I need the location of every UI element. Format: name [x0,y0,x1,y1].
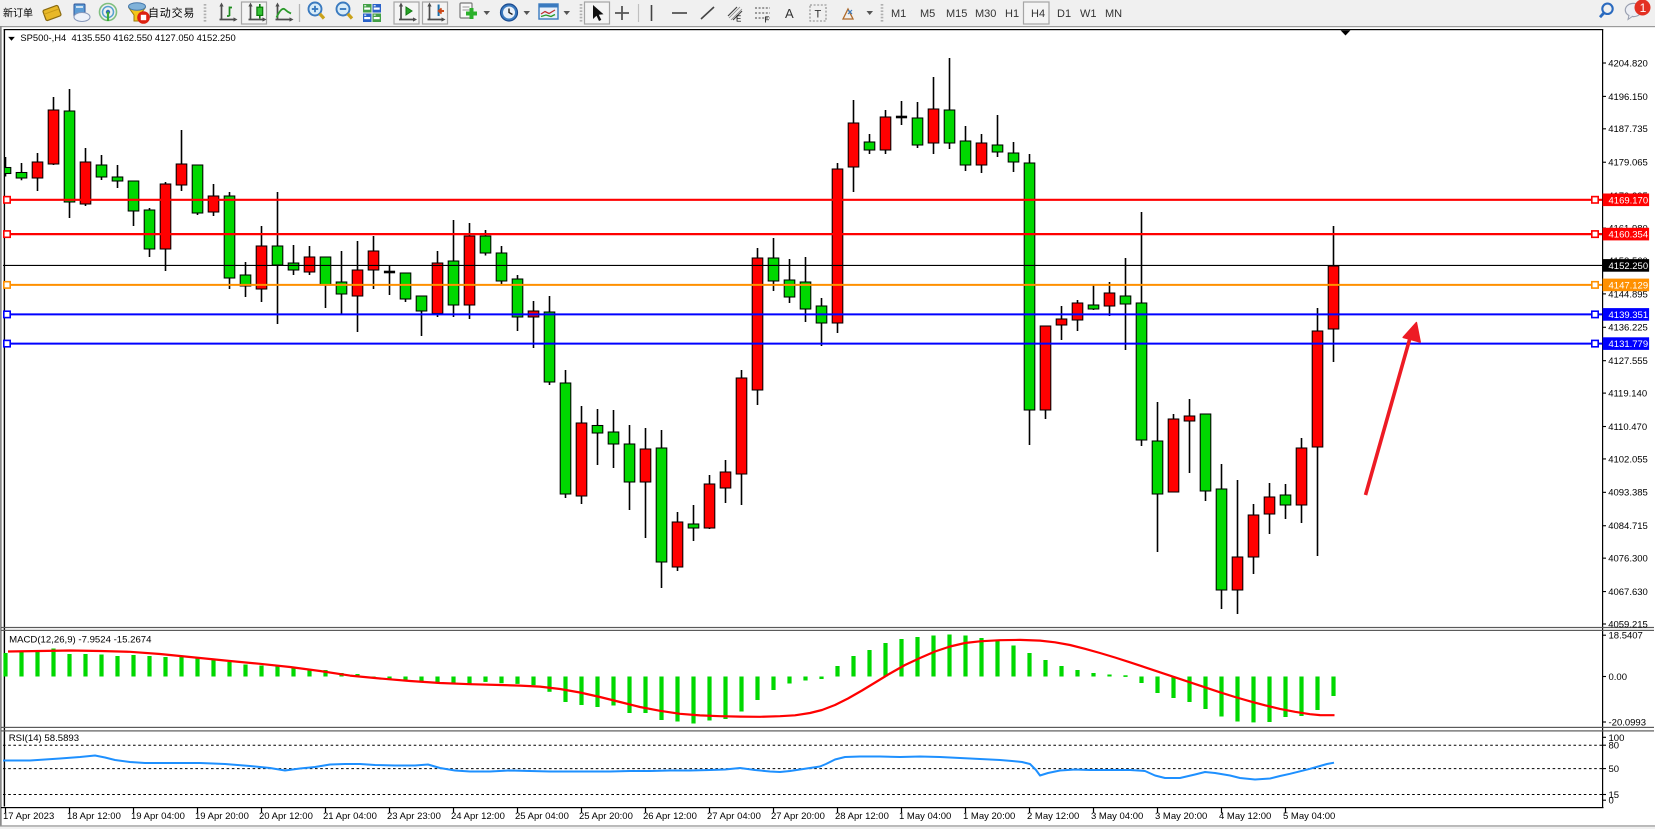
svg-text:4196.150: 4196.150 [1608,92,1648,103]
svg-text:4076.300: 4076.300 [1608,554,1648,565]
svg-text:M5: M5 [920,8,935,20]
svg-text:1 May 20:00: 1 May 20:00 [963,811,1015,822]
svg-text:M15: M15 [946,8,967,20]
svg-text:0: 0 [1609,796,1614,807]
svg-text:19 Apr 04:00: 19 Apr 04:00 [131,811,185,822]
svg-text:25 Apr 04:00: 25 Apr 04:00 [515,811,569,822]
svg-text:26 Apr 12:00: 26 Apr 12:00 [643,811,697,822]
svg-text:17 Apr 2023: 17 Apr 2023 [3,811,54,822]
svg-text:4102.055: 4102.055 [1608,454,1648,465]
svg-text:E: E [736,15,741,24]
svg-text:100: 100 [1609,733,1625,744]
svg-text:50: 50 [1609,764,1620,775]
svg-text:0.00: 0.00 [1609,672,1628,683]
svg-text:18.5407: 18.5407 [1609,631,1643,642]
svg-text:4152.250: 4152.250 [1609,261,1649,272]
svg-text:4067.630: 4067.630 [1608,587,1648,598]
svg-text:H4: H4 [1031,8,1045,20]
svg-text:MACD(12,26,9) -7.9524 -15.2674: MACD(12,26,9) -7.9524 -15.2674 [9,634,152,645]
svg-text:21 Apr 04:00: 21 Apr 04:00 [323,811,377,822]
svg-text:4147.129: 4147.129 [1609,281,1649,292]
svg-text:4136.225: 4136.225 [1608,323,1648,334]
svg-text:4179.065: 4179.065 [1608,158,1648,169]
svg-text:4 May 12:00: 4 May 12:00 [1219,811,1271,822]
svg-text:2 May 12:00: 2 May 12:00 [1027,811,1079,822]
svg-text:19 Apr 20:00: 19 Apr 20:00 [195,811,249,822]
svg-text:4059.215: 4059.215 [1608,619,1648,630]
svg-text:SP500-,H4 4135.550 4162.550 4: SP500-,H4 4135.550 4162.550 4127.050 415… [20,32,235,43]
svg-text:T: T [815,9,822,21]
svg-text:4119.140: 4119.140 [1608,389,1647,400]
svg-text:MN: MN [1105,8,1122,20]
svg-text:25 Apr 20:00: 25 Apr 20:00 [579,811,633,822]
svg-text:4204.820: 4204.820 [1608,58,1648,69]
svg-text:D1: D1 [1057,8,1071,20]
svg-text:A: A [785,6,794,21]
svg-text:18 Apr 12:00: 18 Apr 12:00 [67,811,121,822]
svg-text:新订单: 新订单 [3,7,33,20]
svg-text:5 May 04:00: 5 May 04:00 [1283,811,1335,822]
svg-text:4169.170: 4169.170 [1609,195,1649,206]
svg-text:1: 1 [1640,1,1647,15]
svg-text:4093.385: 4093.385 [1608,488,1648,499]
svg-text:15: 15 [1609,790,1620,801]
svg-text:1 May 04:00: 1 May 04:00 [899,811,951,822]
svg-text:24 Apr 12:00: 24 Apr 12:00 [451,811,505,822]
svg-text:4084.715: 4084.715 [1608,521,1648,532]
svg-text:4160.354: 4160.354 [1609,230,1649,241]
svg-text:4187.735: 4187.735 [1608,124,1648,135]
svg-text:4139.351: 4139.351 [1609,310,1649,321]
svg-text:H1: H1 [1005,8,1019,20]
svg-text:28 Apr 12:00: 28 Apr 12:00 [835,811,889,822]
svg-text:4144.895: 4144.895 [1608,289,1648,300]
svg-text:M30: M30 [975,8,996,20]
svg-text:-20.0993: -20.0993 [1609,718,1647,729]
svg-text:27 Apr 20:00: 27 Apr 20:00 [771,811,825,822]
svg-text:4127.555: 4127.555 [1608,356,1648,367]
svg-text:23 Apr 23:00: 23 Apr 23:00 [387,811,441,822]
svg-text:自动交易: 自动交易 [148,6,195,20]
svg-text:80: 80 [1609,741,1620,752]
svg-text:RSI(14) 58.5893: RSI(14) 58.5893 [9,733,79,744]
svg-text:3 May 20:00: 3 May 20:00 [1155,811,1207,822]
svg-text:W1: W1 [1080,8,1097,20]
svg-text:20 Apr 12:00: 20 Apr 12:00 [259,811,313,822]
svg-text:4131.779: 4131.779 [1609,339,1649,350]
svg-text:4110.470: 4110.470 [1608,422,1647,433]
svg-text:27 Apr 04:00: 27 Apr 04:00 [707,811,761,822]
svg-text:M1: M1 [891,8,906,20]
svg-text:3 May 04:00: 3 May 04:00 [1091,811,1143,822]
svg-text:F: F [765,16,770,25]
